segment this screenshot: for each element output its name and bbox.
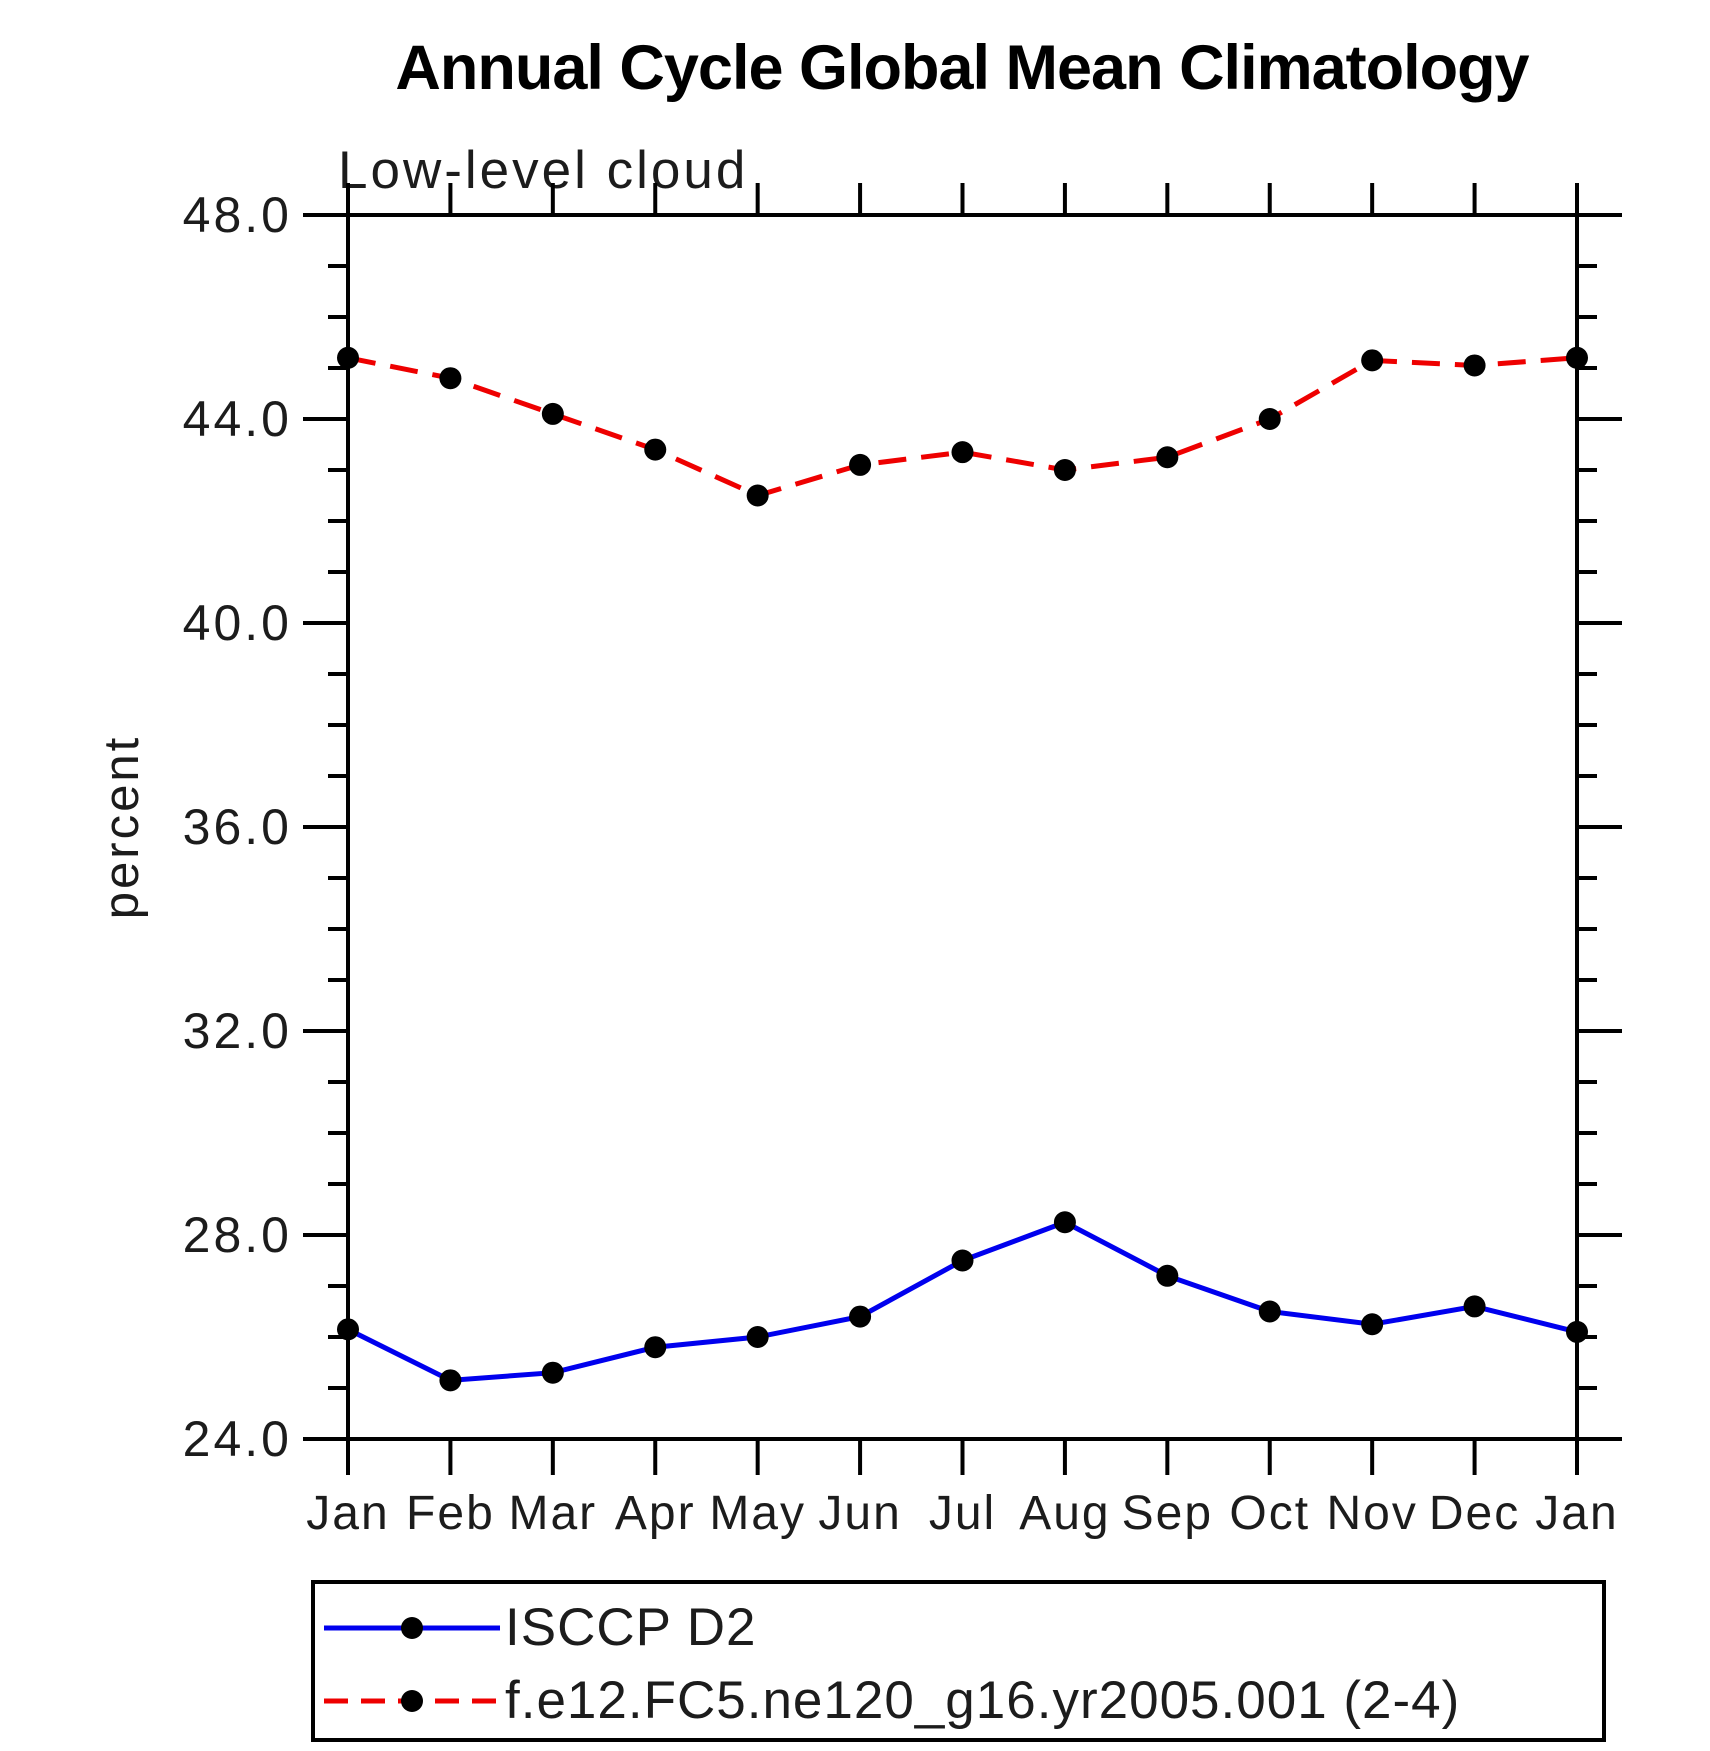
series-marker-0 [746,1326,769,1348]
y-tick-label: 44.0 [182,391,292,447]
series-marker-0 [541,1361,564,1384]
series-marker-0 [439,1369,462,1392]
y-tick-label: 24.0 [182,1411,292,1467]
series-marker-1 [541,402,564,425]
x-tick-label: Jul [928,1487,997,1540]
x-tick-label: Dec [1428,1487,1521,1540]
y-tick-label: 36.0 [182,799,292,855]
x-tick-label: Jun [818,1487,902,1540]
series-marker-1 [1566,346,1588,369]
legend-swatch-dashed-line-icon [324,1690,500,1712]
series-marker-1 [337,346,359,369]
x-tick-label: Jan [1535,1487,1619,1540]
legend-swatch-solid-line-icon [324,1617,500,1639]
x-tick-label: Jan [306,1487,390,1540]
series-marker-0 [1361,1313,1384,1336]
series-marker-1 [951,441,974,464]
series-marker-1 [1361,349,1384,372]
series-marker-0 [1463,1295,1486,1318]
series-marker-0 [1156,1264,1179,1287]
series-marker-1 [849,453,872,476]
x-tick-label: Sep [1121,1487,1214,1540]
x-tick-label: May [709,1487,806,1540]
chart-subtitle: Low-level cloud [338,141,749,200]
series-line-0 [346,1219,1578,1383]
chart-title: Annual Cycle Global Mean Climatology [395,33,1529,103]
series-marker-0 [1566,1320,1588,1343]
y-tick-label: 48.0 [182,187,292,243]
x-tick-label: Oct [1229,1487,1311,1540]
series-marker-1 [644,438,667,461]
series-marker-0 [644,1336,667,1359]
x-tick-label: Nov [1326,1487,1418,1540]
series-marker-1 [1156,446,1179,469]
legend-entry-isccp: ISCCP D2 [320,1598,757,1657]
series-marker-1 [746,484,769,507]
y-tick-label: 40.0 [182,595,292,651]
x-tick-label: Aug [1019,1487,1111,1540]
series-marker-0 [1053,1211,1076,1234]
legend-label: ISCCP D2 [505,1598,757,1657]
series-marker-0 [1258,1300,1281,1323]
legend-entry-model: f.e12.FC5.ne120_g16.yr2005.001 (2-4) [320,1671,1461,1730]
y-tick-label: 28.0 [182,1207,292,1263]
series-line-1 [347,355,1578,499]
y-tick-label: 32.0 [182,1003,292,1059]
x-tick-label: Mar [508,1487,598,1540]
x-tick-label: Feb [406,1487,495,1540]
series-marker-1 [439,367,462,390]
series-marker-1 [1258,408,1281,430]
legend-label: f.e12.FC5.ne120_g16.yr2005.001 (2-4) [505,1671,1461,1730]
series-marker-0 [849,1305,872,1328]
series-marker-0 [951,1249,974,1272]
series-marker-1 [1053,459,1076,481]
series-marker-0 [337,1318,359,1341]
x-tick-label: Apr [614,1487,696,1540]
legend: ISCCP D2 f.e12.FC5.ne120_g16.yr2005.001 … [311,1580,1606,1742]
series-marker-1 [1463,354,1486,377]
